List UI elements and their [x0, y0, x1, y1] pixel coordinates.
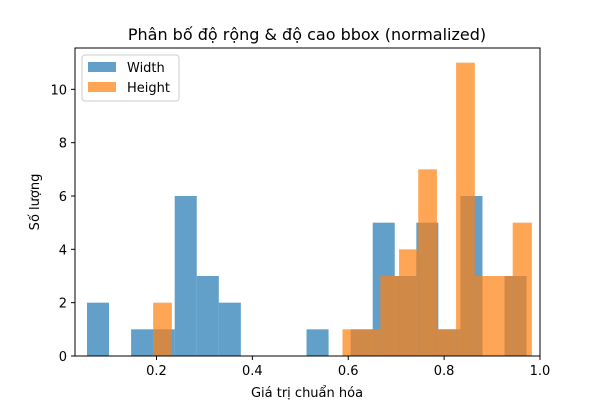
- x-tick-label: 1.0: [530, 364, 551, 379]
- bar-width-2: [131, 329, 154, 356]
- x-tick-label: 0.4: [242, 364, 263, 379]
- bar-width-10: [306, 329, 329, 356]
- legend-label-width: Width: [127, 61, 165, 76]
- bar-height-16: [456, 62, 475, 357]
- y-axis-ticks: 0 2 4 6 8 10: [50, 83, 75, 365]
- bar-height-12: [380, 276, 400, 356]
- x-axis-label: Giá trị chuẩn hóa: [251, 386, 363, 400]
- y-tick-label: 10: [50, 83, 67, 98]
- x-tick-label: 0.6: [338, 364, 359, 379]
- bar-height-15: [436, 329, 457, 356]
- y-tick-label: 2: [59, 297, 67, 312]
- x-tick-label: 0.8: [434, 364, 455, 379]
- bar-height-14: [418, 169, 437, 356]
- bar-height-19: [512, 222, 532, 356]
- legend-swatch-height: [88, 82, 116, 92]
- plot-frame: [74, 47, 541, 357]
- legend-swatch-width: [88, 62, 116, 72]
- bar-height-13: [399, 249, 419, 356]
- x-axis-ticks: 0.2 0.4 0.6 0.8 1.0: [146, 356, 550, 379]
- bars-group: [86, 62, 532, 357]
- bar-width-0: [86, 302, 110, 356]
- bar-height-10: [342, 329, 362, 356]
- bar-height-0: [153, 302, 172, 356]
- bar-width-4: [174, 196, 197, 356]
- y-axis-label: Số lượng: [28, 174, 43, 231]
- legend: Width Height: [81, 54, 180, 102]
- y-tick-label: 4: [59, 243, 67, 258]
- bar-height-18: [493, 276, 513, 356]
- bar-height-11: [361, 329, 381, 356]
- chart-title: Phân bố độ rộng & độ cao bbox (normalize…: [128, 25, 486, 44]
- bar-width-5: [196, 276, 219, 356]
- y-tick-label: 0: [59, 350, 67, 365]
- bar-width-6: [218, 302, 241, 356]
- y-tick-label: 6: [59, 190, 67, 205]
- x-tick-label: 0.2: [146, 364, 167, 379]
- bar-height-17: [474, 276, 494, 356]
- legend-label-height: Height: [127, 81, 170, 96]
- y-tick-label: 8: [59, 137, 67, 152]
